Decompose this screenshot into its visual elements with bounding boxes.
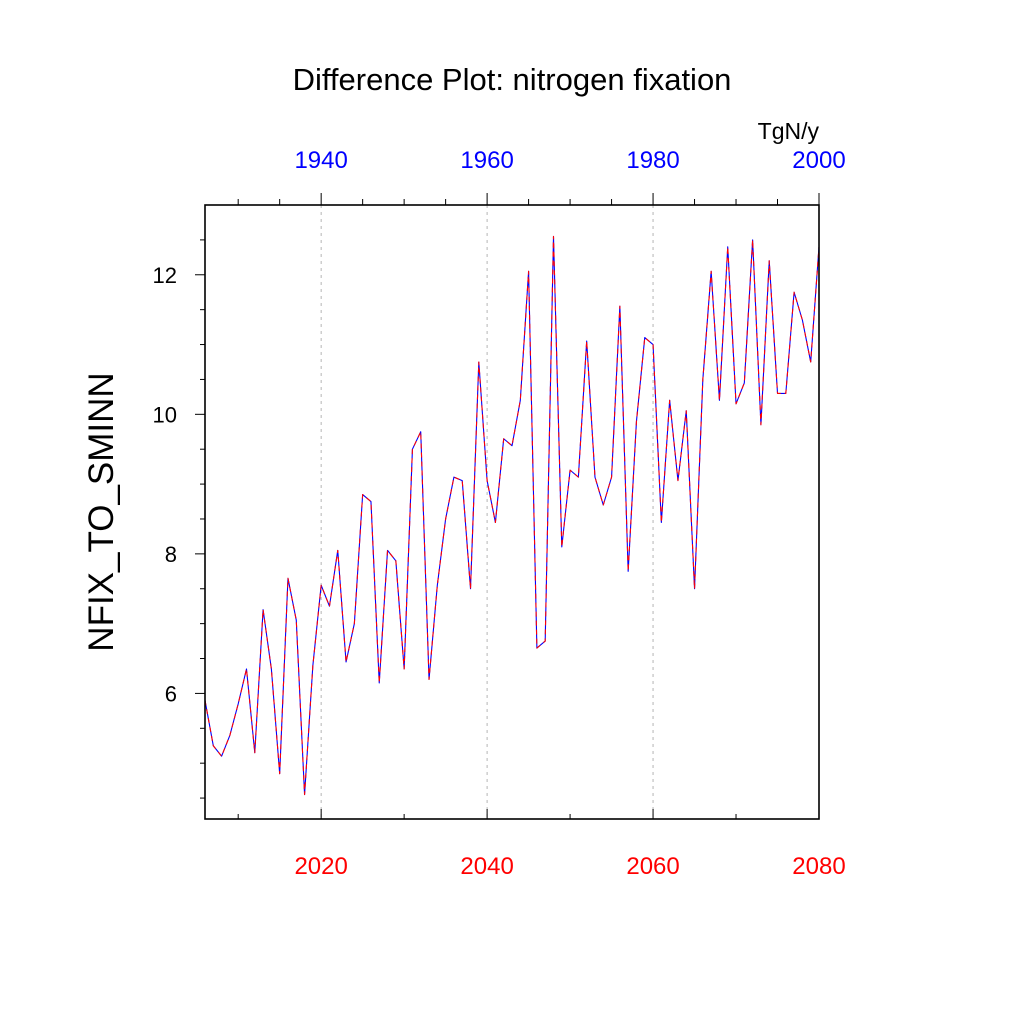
bottom-tick-label-2: 2060 (626, 853, 679, 880)
series-line-blue (204, 235, 820, 796)
top-tick-label-2: 1980 (626, 147, 679, 174)
plot-frame (204, 204, 820, 820)
series-group (204, 235, 820, 796)
top-tick-label-1: 1960 (460, 147, 513, 174)
top-tick-label-0: 1940 (294, 147, 347, 174)
series-line-red (204, 235, 820, 796)
y-tick-label-1: 8 (165, 542, 177, 567)
bottom-tick-label-0: 2020 (294, 853, 347, 880)
y-axis-label: NFIX_TO_SMINN (82, 372, 121, 651)
y-tick-label-2: 10 (153, 402, 177, 427)
y-tick-label-3: 12 (153, 263, 177, 288)
bottom-tick-label-1: 2040 (460, 853, 513, 880)
top-tick-label-3: 2000 (792, 147, 845, 174)
units-label: TgN/y (758, 118, 820, 144)
axes-group: 2020 2040 2060 2080 1940 1960 1980 2000 6 8 10 12 (153, 147, 846, 880)
bottom-tick-label-3: 2080 (792, 853, 845, 880)
y-tick-label-0: 6 (165, 681, 177, 706)
chart-title: Difference Plot: nitrogen fixation (293, 62, 732, 97)
grid-lines (320, 205, 654, 819)
